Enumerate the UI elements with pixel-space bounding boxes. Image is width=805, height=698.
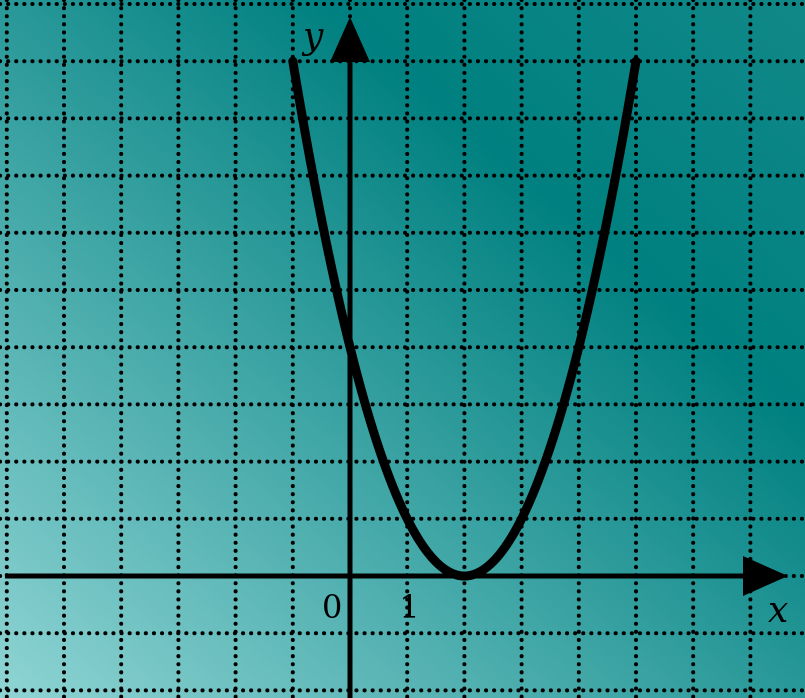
x-tick-labels: 1 xyxy=(399,588,419,626)
x-axis-label: x xyxy=(768,590,788,631)
x-tick-label: 1 xyxy=(399,588,419,626)
origin-label: 0 xyxy=(322,588,342,626)
y-axis-label: y xyxy=(301,16,324,57)
series-line-parabola xyxy=(288,56,641,581)
curves xyxy=(288,56,641,581)
